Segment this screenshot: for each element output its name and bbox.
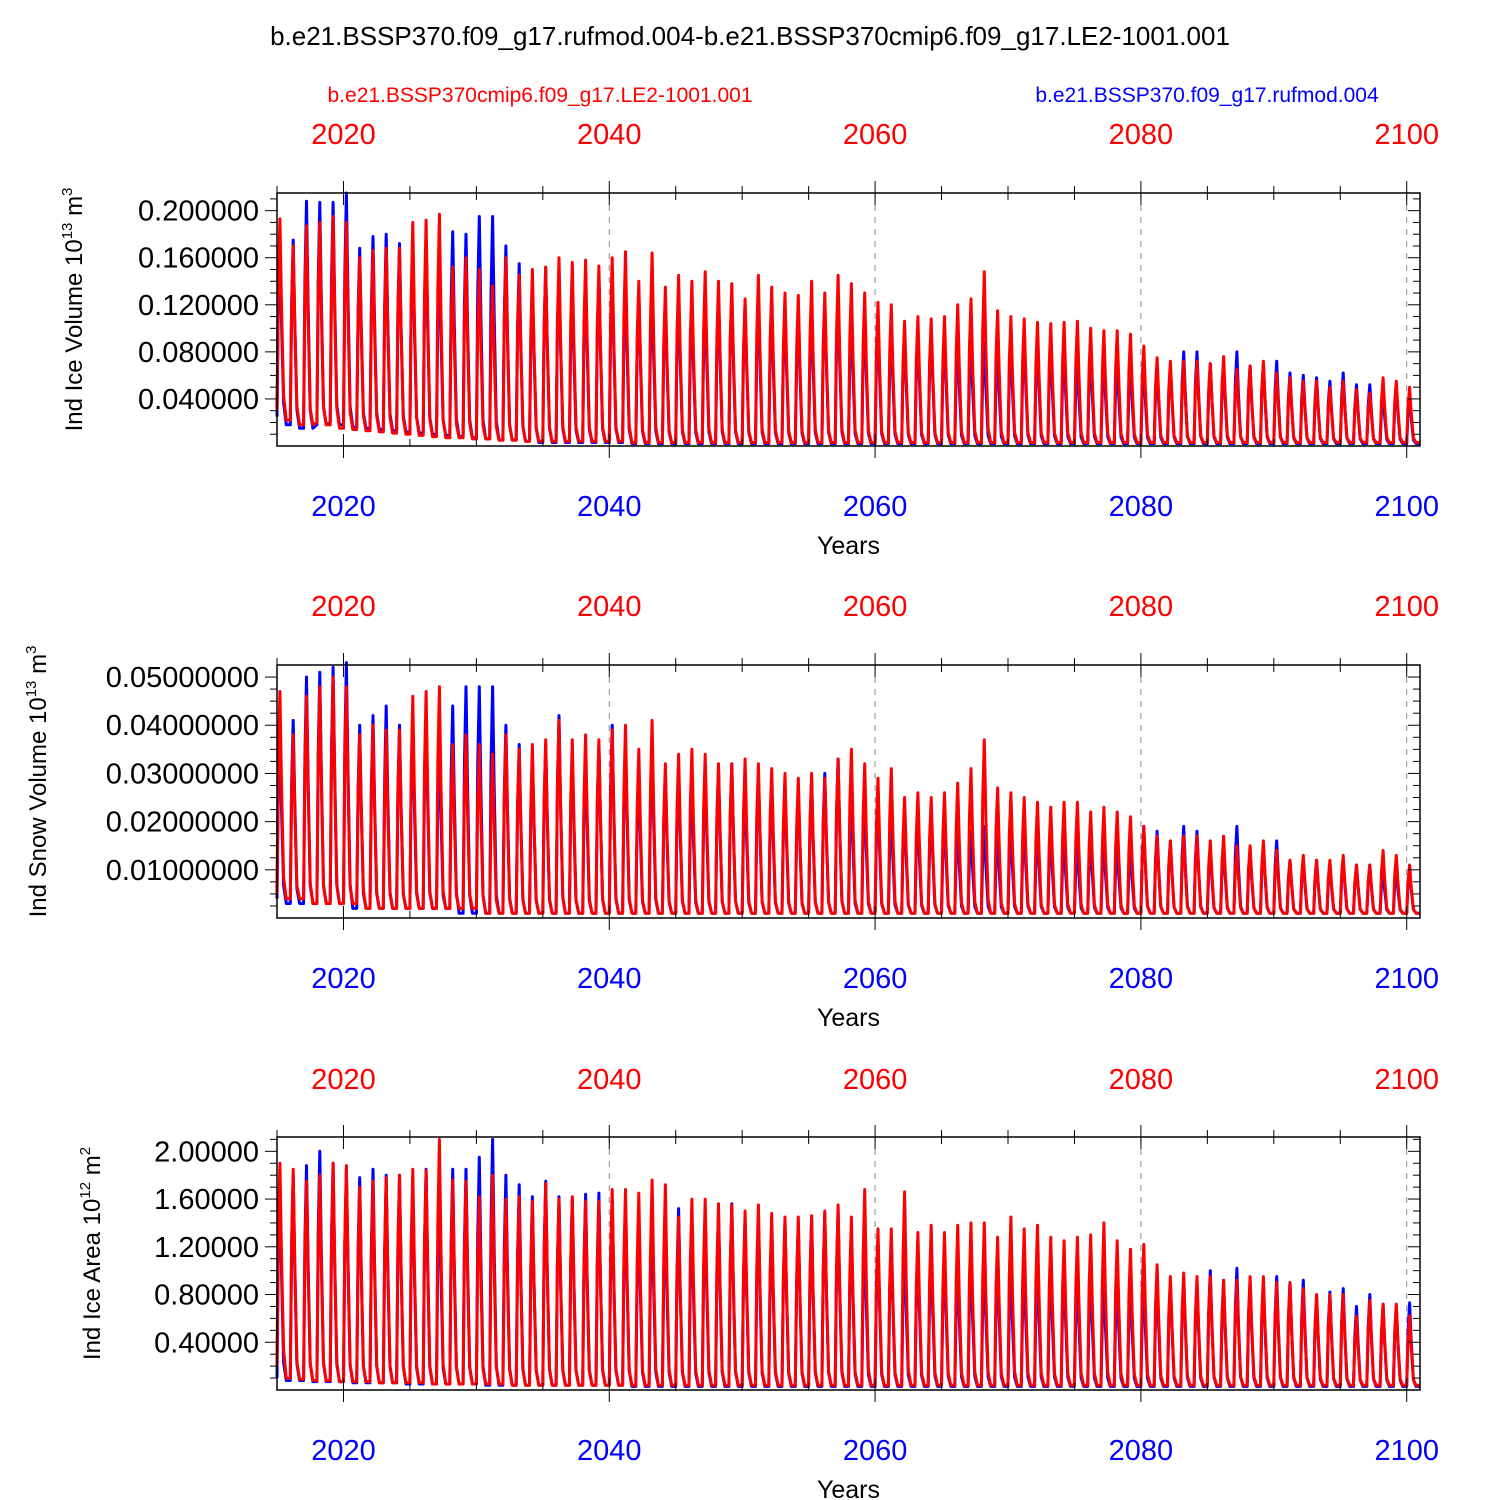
y-axis-title-exp: 12 <box>77 1182 94 1199</box>
y-tick-label: 0.120000 <box>138 290 259 322</box>
x-tick-label-bottom: 2040 <box>577 963 642 995</box>
y-axis-title-unit-exp: 2 <box>77 1147 94 1155</box>
x-tick-label-top: 2100 <box>1374 591 1439 623</box>
x-tick-label-bottom: 2100 <box>1374 491 1439 523</box>
y-axis-title-unit-exp: 3 <box>23 646 40 654</box>
x-tick-label-top: 2020 <box>311 1064 376 1096</box>
y-axis-title-unit-exp: 3 <box>59 188 76 196</box>
y-tick-label: 0.05000000 <box>106 662 259 694</box>
plot-frame <box>276 192 1421 447</box>
plot-frame <box>276 1136 1421 1391</box>
x-tick-label-top: 2060 <box>843 1064 908 1096</box>
x-tick-label-top: 2100 <box>1374 119 1439 151</box>
y-axis-title-exp: 13 <box>23 681 40 698</box>
x-tick-label-bottom: 2040 <box>577 1435 642 1467</box>
x-tick-label-bottom: 2100 <box>1374 1435 1439 1467</box>
x-tick-label-bottom: 2060 <box>843 491 908 523</box>
x-tick-label-top: 2080 <box>1109 1064 1174 1096</box>
x-tick-label-top: 2020 <box>311 119 376 151</box>
x-tick-label-bottom: 2060 <box>843 963 908 995</box>
y-tick-label: 1.20000 <box>154 1232 259 1264</box>
x-tick-label-top: 2060 <box>843 591 908 623</box>
x-tick-label-bottom: 2100 <box>1374 963 1439 995</box>
series-line-red <box>275 1137 1420 1387</box>
legend-blue-label: b.e21.BSSP370.f09_g17.rufmod.004 <box>1035 84 1379 107</box>
y-axis-title-main: Ind Snow Volume 10 <box>25 697 52 917</box>
y-tick-label: 0.01000000 <box>106 855 259 887</box>
y-axis-title: Ind Ice Volume 1013 m3 <box>59 188 88 432</box>
x-tick-label-bottom: 2020 <box>311 1435 376 1467</box>
x-tick-label-bottom: 2040 <box>577 491 642 523</box>
x-tick-label-top: 2080 <box>1109 119 1174 151</box>
figure-title: b.e21.BSSP370.f09_g17.rufmod.004-b.e21.B… <box>270 21 1230 51</box>
panel-ice-area: 2020 2020 2040 2040 2060 2060 2080 2080 2100 2100… <box>77 1064 1439 1500</box>
x-tick-label-bottom: 2080 <box>1109 491 1174 523</box>
x-tick-label-top: 2060 <box>843 119 908 151</box>
y-axis-title-unit: m <box>79 1155 106 1182</box>
x-axis-title: Years <box>817 1004 880 1032</box>
y-tick-label: 0.160000 <box>138 243 259 275</box>
y-axis-title-exp: 13 <box>59 223 76 240</box>
y-tick-label: 0.080000 <box>138 337 259 369</box>
y-axis-title-main: Ind Ice Volume 10 <box>61 239 88 431</box>
y-tick-label: 0.03000000 <box>106 758 259 790</box>
y-tick-label: 0.40000 <box>154 1327 259 1359</box>
x-tick-label-top: 2100 <box>1374 1064 1439 1096</box>
series-line-red <box>275 212 1420 444</box>
x-tick-label-bottom: 2080 <box>1109 1435 1174 1467</box>
y-tick-label: 2.00000 <box>154 1136 259 1168</box>
series-line-red <box>275 675 1420 915</box>
x-tick-label-bottom: 2080 <box>1109 963 1174 995</box>
y-tick-label: 0.80000 <box>154 1280 259 1312</box>
x-tick-label-top: 2040 <box>577 119 642 151</box>
y-axis-title-main: Ind Ice Area 10 <box>79 1199 106 1360</box>
x-tick-label-top: 2040 <box>577 591 642 623</box>
x-tick-label-top: 2020 <box>311 591 376 623</box>
x-tick-label-bottom: 2020 <box>311 963 376 995</box>
y-axis-title: Ind Snow Volume 1013 m3 <box>23 646 52 918</box>
y-tick-label: 0.04000000 <box>106 710 259 742</box>
y-axis-title-unit: m <box>25 654 52 681</box>
plot-frame <box>276 664 1421 919</box>
y-tick-label: 0.040000 <box>138 384 259 416</box>
panel-snow-volume: 2020 2020 2040 2040 2060 2060 2080 2080 2100 2100… <box>23 591 1439 1032</box>
panels-group: 2020 2020 2040 2040 2060 2060 2080 2080 2100 2100… <box>23 119 1439 1500</box>
y-tick-label: 0.02000000 <box>106 807 259 839</box>
x-tick-label-top: 2040 <box>577 1064 642 1096</box>
y-axis-title-unit: m <box>61 196 88 223</box>
y-tick-label: 0.200000 <box>138 196 259 228</box>
x-tick-label-top: 2080 <box>1109 591 1174 623</box>
legend-red-label: b.e21.BSSP370cmip6.f09_g17.LE2-1001.001 <box>328 84 753 107</box>
x-axis-title: Years <box>817 1476 880 1500</box>
y-axis-title: Ind Ice Area 1012 m2 <box>77 1147 106 1360</box>
panel-ice-volume: 2020 2020 2040 2040 2060 2060 2080 2080 2100 2100… <box>59 119 1439 560</box>
y-tick-label: 1.60000 <box>154 1184 259 1216</box>
x-tick-label-bottom: 2020 <box>311 491 376 523</box>
x-axis-title: Years <box>817 532 880 560</box>
x-tick-label-bottom: 2060 <box>843 1435 908 1467</box>
